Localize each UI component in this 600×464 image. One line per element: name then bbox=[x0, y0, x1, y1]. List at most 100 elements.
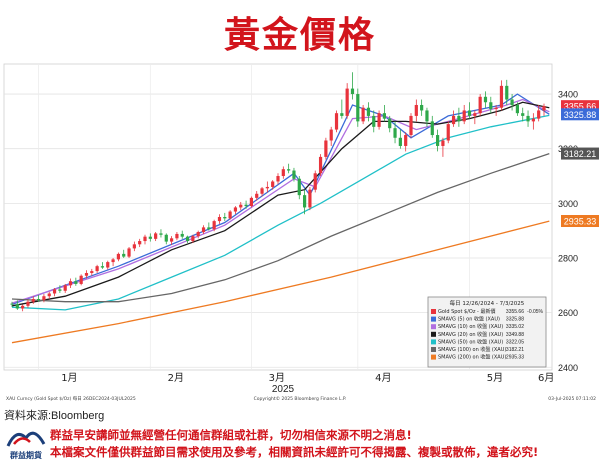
legend-value: 3349.88 bbox=[506, 332, 524, 338]
candle-body bbox=[366, 107, 371, 116]
candle-body bbox=[414, 104, 418, 116]
y-tick-label: 2600 bbox=[558, 308, 578, 318]
candle-body bbox=[393, 128, 397, 138]
candle-body bbox=[350, 88, 355, 95]
candle-body bbox=[260, 188, 264, 194]
series-line bbox=[11, 220, 550, 344]
candle-body bbox=[271, 181, 275, 187]
legend-value: 3325.88 bbox=[506, 317, 524, 323]
candle-body bbox=[329, 129, 333, 141]
legend-label: SMAVG (100) on 收盤 (XAU) bbox=[438, 346, 506, 353]
candle-body bbox=[441, 140, 445, 146]
series-line bbox=[11, 152, 550, 303]
candle-body bbox=[462, 110, 466, 122]
candle-body bbox=[143, 236, 147, 242]
page-title: 黃金價格 bbox=[223, 15, 376, 56]
candle-body bbox=[510, 99, 514, 105]
y-tick-label: 3400 bbox=[558, 90, 578, 100]
candle-body bbox=[175, 233, 179, 239]
candle-body bbox=[26, 301, 30, 306]
logo-text: 群益期貨 bbox=[10, 451, 42, 460]
price-tag-label: 2935.33 bbox=[564, 217, 597, 227]
candle-body bbox=[47, 293, 51, 297]
legend-swatch bbox=[431, 316, 436, 322]
candle-body bbox=[531, 118, 535, 122]
candle-body bbox=[95, 266, 99, 272]
candle-body bbox=[388, 118, 392, 129]
candle-body bbox=[398, 137, 402, 146]
chart-footer: XAU Curncy (Gold Spot $/Oz) 每日 26DEC2024… bbox=[6, 395, 596, 402]
candle-body bbox=[292, 170, 296, 179]
x-tick-label: 4月 bbox=[375, 372, 391, 384]
candle-body bbox=[340, 113, 344, 116]
x-tick-label: 2月 bbox=[168, 372, 184, 384]
legend-label: SMAVG (200) on 收盤 (XAU) bbox=[438, 354, 506, 361]
legend-label: SMAVG (5) on 收盤 (XAU) bbox=[438, 316, 500, 323]
candle-body bbox=[201, 227, 206, 233]
candle-body bbox=[515, 104, 519, 114]
candle-body bbox=[164, 234, 168, 242]
chart-footer-left: XAU Curncy (Gold Spot $/Oz) 每日 26DEC2024… bbox=[6, 395, 136, 402]
legend-label: SMAVG (10) on 收盤 (XAU) bbox=[438, 323, 503, 330]
candle-body bbox=[196, 232, 200, 237]
candle-body bbox=[361, 107, 365, 122]
candle-body bbox=[132, 244, 136, 249]
logo-icon bbox=[6, 431, 46, 447]
candle-body bbox=[42, 296, 46, 301]
candle-body bbox=[382, 113, 386, 119]
legend-value: 3335.02 bbox=[506, 324, 524, 330]
candle-body bbox=[478, 96, 482, 114]
candle-body bbox=[489, 102, 493, 110]
candle-body bbox=[425, 110, 429, 122]
x-axis-title: 2025 bbox=[272, 384, 295, 395]
legend-header: 每日 12/26/2024 - 7/3/2025 bbox=[450, 299, 525, 307]
candle-body bbox=[473, 113, 477, 116]
candle-body bbox=[483, 96, 488, 103]
candle-body bbox=[228, 211, 232, 219]
y-tick-label: 2400 bbox=[558, 363, 578, 373]
price-tag bbox=[561, 108, 599, 121]
legend-change: -0.05% bbox=[527, 309, 543, 315]
candle-body bbox=[446, 124, 450, 141]
legend-swatch bbox=[431, 339, 436, 345]
candle-body bbox=[15, 304, 19, 309]
candle-body bbox=[239, 204, 243, 208]
candle-body bbox=[499, 85, 504, 108]
candle-body bbox=[409, 115, 413, 136]
legend-box bbox=[427, 296, 547, 368]
candle-body bbox=[297, 178, 301, 196]
y-tick-label: 3000 bbox=[558, 199, 578, 209]
disclaimer-line-2: 本檔案文件僅供群益節目需求使用及參考，相關資訊未經許可不得揭露、複製或散佈，違者… bbox=[50, 445, 539, 459]
candle-body bbox=[420, 104, 424, 111]
candle-body bbox=[191, 236, 195, 242]
candle-body bbox=[185, 236, 190, 242]
candle-body bbox=[505, 85, 509, 100]
candle-body bbox=[255, 193, 259, 198]
candle-body bbox=[467, 110, 472, 116]
candle-body bbox=[159, 233, 163, 235]
candle-body bbox=[537, 110, 541, 119]
legend-label: SMAVG (50) on 收盤 (XAU) bbox=[438, 338, 503, 345]
candle-body bbox=[37, 298, 41, 301]
candle-body bbox=[138, 241, 142, 245]
price-tag-label: 3182.21 bbox=[564, 149, 597, 159]
candle-body bbox=[377, 113, 381, 127]
candle-body bbox=[372, 115, 376, 127]
candle-body bbox=[90, 271, 94, 274]
legend-value: 2935.33 bbox=[506, 355, 524, 361]
candle-body bbox=[122, 253, 126, 257]
candle-body bbox=[265, 186, 269, 189]
legend-swatch bbox=[431, 331, 436, 337]
candle-body bbox=[276, 176, 280, 182]
candle-body bbox=[106, 262, 110, 268]
candle-body bbox=[249, 197, 253, 207]
candle-body bbox=[116, 253, 120, 260]
candle-body bbox=[345, 88, 349, 116]
candle-body bbox=[436, 135, 440, 146]
candle-body bbox=[281, 169, 285, 177]
x-tick-label: 6月 bbox=[538, 372, 554, 384]
candle-body bbox=[313, 173, 317, 190]
candle-body bbox=[287, 169, 291, 171]
candle-body bbox=[542, 106, 546, 111]
